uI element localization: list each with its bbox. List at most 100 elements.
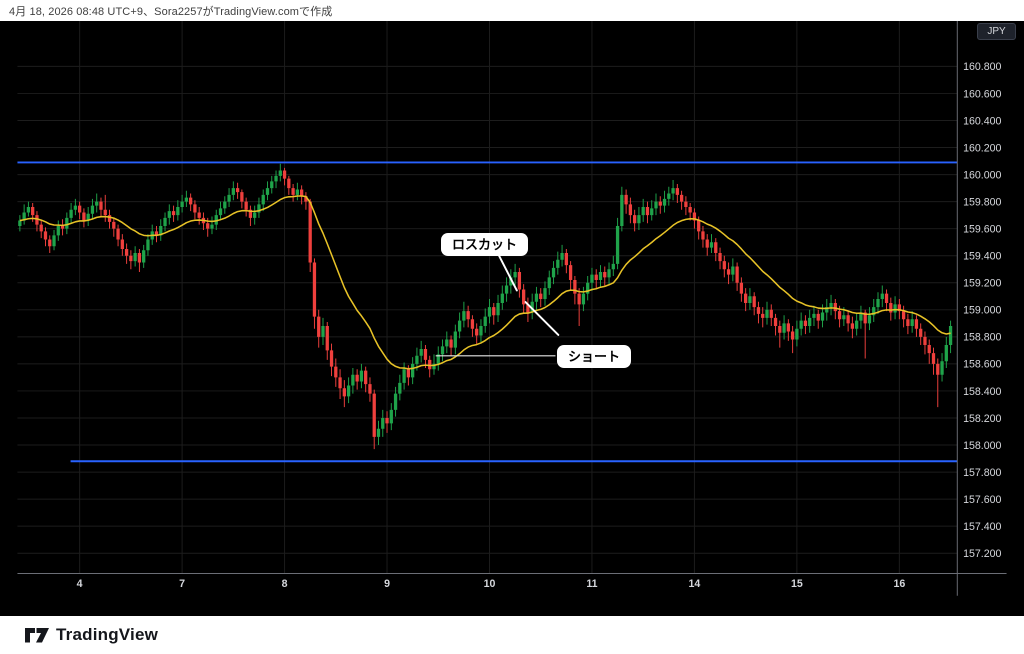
down-candle (240, 189, 244, 209)
up-candle (389, 403, 393, 431)
up-candle (748, 288, 752, 310)
down-candle (718, 247, 722, 270)
down-candle (112, 217, 116, 237)
down-candle (522, 284, 526, 314)
up-candle (855, 312, 859, 336)
tradingview-logo[interactable]: TradingView (25, 625, 158, 645)
down-candle (364, 366, 368, 393)
up-candle (231, 181, 235, 201)
down-candle (291, 184, 295, 202)
up-candle (56, 220, 60, 241)
price-tick-label: 159.000 (963, 305, 1001, 317)
price-tick-label: 158.400 (963, 386, 1001, 398)
up-candle (351, 367, 355, 394)
up-candle (253, 205, 257, 225)
up-candle (948, 320, 953, 354)
time-tick-label: 16 (893, 578, 905, 590)
up-candle (611, 255, 615, 276)
chart-area[interactable]: 160.800 160.600 160.400 160.200 160.000 159.8… (0, 21, 1024, 616)
down-candle (735, 262, 739, 291)
down-candle (517, 267, 522, 298)
up-candle (393, 386, 398, 417)
losscut-callout[interactable]: ロスカット (441, 233, 529, 256)
down-candle (201, 212, 206, 231)
up-candle (637, 207, 641, 231)
down-candle (304, 192, 308, 210)
up-candle (500, 285, 504, 310)
up-candle (257, 197, 261, 218)
price-tick-label: 158.200 (963, 413, 1001, 425)
down-candle (705, 234, 709, 256)
up-candle (829, 294, 833, 316)
down-candle (77, 201, 82, 220)
down-candle (428, 355, 432, 378)
up-candle (65, 212, 69, 235)
price-tick-label: 157.800 (963, 467, 1001, 479)
price-tick-label: 159.200 (963, 278, 1001, 290)
down-candle (658, 196, 662, 214)
up-candle (86, 207, 90, 226)
chart-plot[interactable]: 160.800 160.600 160.400 160.200 160.000 159.8… (0, 21, 1024, 616)
down-candle (300, 185, 304, 205)
up-candle (799, 312, 803, 336)
moving-average-line[interactable] (19, 195, 951, 370)
time-tick-label: 11 (586, 578, 597, 590)
down-candle (248, 205, 253, 226)
down-candle (338, 369, 342, 400)
down-candle (846, 311, 850, 332)
down-candle (492, 303, 496, 325)
up-candle (90, 198, 95, 220)
up-candle (483, 308, 487, 333)
up-candle (513, 263, 517, 286)
up-candle (270, 175, 274, 194)
down-candle (850, 316, 855, 339)
down-candle (756, 301, 761, 324)
down-candle (526, 297, 530, 322)
up-candle (265, 181, 270, 201)
short-callout[interactable]: ショート (557, 345, 632, 368)
down-candle (466, 305, 470, 328)
down-candle (914, 315, 919, 337)
down-candle (385, 411, 389, 433)
tradingview-logo-icon (25, 627, 49, 642)
down-candle (282, 167, 287, 186)
down-candle (761, 307, 765, 328)
up-candle (551, 261, 556, 285)
up-candle (880, 285, 884, 308)
time-tick-label: 15 (791, 578, 803, 590)
down-candle (778, 320, 782, 348)
down-candle (833, 298, 837, 320)
down-candle (406, 365, 411, 386)
up-candle (457, 312, 462, 339)
up-candle (598, 265, 603, 287)
down-candle (197, 207, 201, 225)
up-candle (227, 188, 231, 208)
down-candle (449, 335, 453, 356)
up-candle (359, 363, 364, 389)
up-candle (142, 244, 146, 268)
up-candle (261, 189, 265, 212)
up-candle (795, 320, 799, 347)
down-candle (906, 313, 910, 335)
up-candle (462, 301, 466, 328)
price-tick-label: 158.000 (963, 440, 1001, 452)
up-candle (479, 319, 483, 343)
up-candle (440, 339, 445, 362)
down-candle (786, 319, 790, 341)
down-candle (645, 201, 650, 224)
down-candle (923, 331, 927, 355)
price-tick-label: 160.200 (963, 142, 1001, 154)
down-candle (688, 202, 692, 221)
down-candle (564, 248, 568, 274)
down-candle (60, 219, 65, 236)
currency-badge[interactable]: JPY (977, 23, 1016, 40)
down-candle (919, 323, 923, 345)
up-candle (218, 201, 223, 221)
up-candle (782, 315, 786, 340)
up-candle (509, 269, 513, 294)
down-candle (701, 225, 705, 248)
price-tick-label: 160.600 (963, 88, 1001, 100)
up-candle (146, 234, 150, 256)
down-candle (624, 189, 628, 214)
